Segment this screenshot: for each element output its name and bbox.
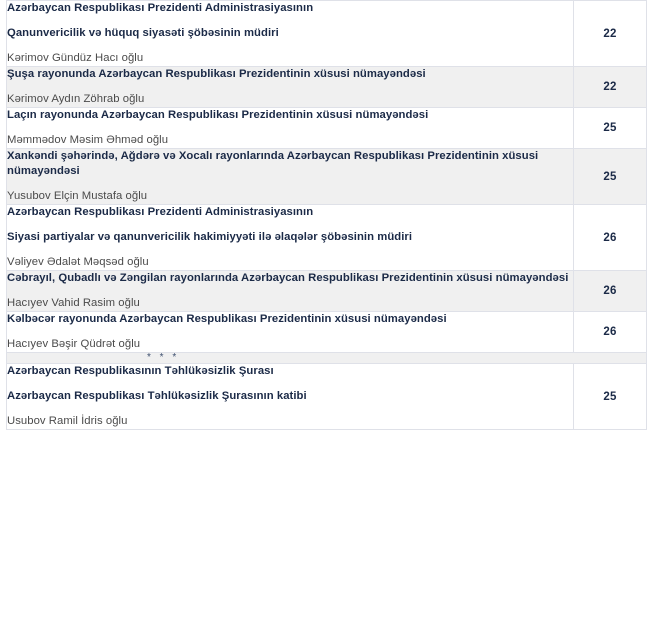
asterisk-separator: * * * xyxy=(147,352,180,363)
position-cell: Xankəndi şəhərində, Ağdərə və Xocalı ray… xyxy=(6,148,574,205)
organization-line: Azərbaycan Respublikası Prezidenti Admin… xyxy=(7,2,314,14)
position-title: Xankəndi şəhərində, Ağdərə və Xocalı ray… xyxy=(7,150,539,177)
person-name: Hacıyev Vahid Rasim oğlu xyxy=(7,297,140,309)
position-title: Siyasi partiyalar və qanunvericilik haki… xyxy=(7,231,413,243)
separator-cell: * * * xyxy=(6,352,647,364)
table-row-separator: * * * xyxy=(6,352,647,364)
table-row: Şuşa rayonunda Azərbaycan Respublikası P… xyxy=(6,66,647,108)
table-row: Laçın rayonunda Azərbaycan Respublikası … xyxy=(6,107,647,149)
position-title: Şuşa rayonunda Azərbaycan Respublikası P… xyxy=(7,68,426,80)
rank-number-cell: 26 xyxy=(573,311,647,353)
person-name: Məmmədov Məsim Əhməd oğlu xyxy=(7,134,169,146)
position-cell: Şuşa rayonunda Azərbaycan Respublikası P… xyxy=(6,66,574,108)
rank-number-cell: 22 xyxy=(573,0,647,67)
position-table-body: Azərbaycan Respublikası Prezidenti Admin… xyxy=(6,0,647,430)
table-row: Kəlbəcər rayonunda Azərbaycan Respublika… xyxy=(6,311,647,353)
position-title: Laçın rayonunda Azərbaycan Respublikası … xyxy=(7,109,429,121)
table-row: Xankəndi şəhərində, Ağdərə və Xocalı ray… xyxy=(6,148,647,205)
position-cell: Cəbrayıl, Qubadlı və Zəngilan rayonların… xyxy=(6,270,574,312)
position-title: Qanunvericilik və hüquq siyasəti şöbəsin… xyxy=(7,27,279,39)
table-row: Azərbaycan Respublikası Prezidenti Admin… xyxy=(6,0,647,67)
position-cell: Laçın rayonunda Azərbaycan Respublikası … xyxy=(6,107,574,149)
table-row: Cəbrayıl, Qubadlı və Zəngilan rayonların… xyxy=(6,270,647,312)
rank-number-cell: 26 xyxy=(573,270,647,312)
position-title: Azərbaycan Respublikası Təhlükəsizlik Şu… xyxy=(7,390,307,402)
table-row: Azərbaycan Respublikasının Təhlükəsizlik… xyxy=(6,363,647,430)
organization-line: Azərbaycan Respublikası Prezidenti Admin… xyxy=(7,206,314,218)
rank-number-cell: 25 xyxy=(573,148,647,205)
position-cell: Azərbaycan Respublikası Prezidenti Admin… xyxy=(6,204,574,271)
rank-number-cell: 22 xyxy=(573,66,647,108)
organization-line: Azərbaycan Respublikasının Təhlükəsizlik… xyxy=(7,365,274,377)
person-name: Hacıyev Bəşir Qüdrət oğlu xyxy=(7,338,141,350)
position-table-container: Azərbaycan Respublikası Prezidenti Admin… xyxy=(6,0,647,430)
person-name: Kərimov Aydın Zöhrab oğlu xyxy=(7,93,145,105)
position-cell: Kəlbəcər rayonunda Azərbaycan Respublika… xyxy=(6,311,574,353)
position-title: Kəlbəcər rayonunda Azərbaycan Respublika… xyxy=(7,313,447,325)
person-name: Kərimov Gündüz Hacı oğlu xyxy=(7,52,144,64)
table-row: Azərbaycan Respublikası Prezidenti Admin… xyxy=(6,204,647,271)
person-name: Yusubov Elçin Mustafa oğlu xyxy=(7,190,148,202)
position-cell: Azərbaycan Respublikasının Təhlükəsizlik… xyxy=(6,363,574,430)
person-name: Vəliyev Ədalət Məqsəd oğlu xyxy=(7,256,149,268)
position-title: Cəbrayıl, Qubadlı və Zəngilan rayonların… xyxy=(7,272,569,284)
rank-number-cell: 25 xyxy=(573,363,647,430)
position-table: Azərbaycan Respublikası Prezidenti Admin… xyxy=(6,0,647,430)
rank-number-cell: 25 xyxy=(573,107,647,149)
rank-number-cell: 26 xyxy=(573,204,647,271)
person-name: Usubov Ramil İdris oğlu xyxy=(7,415,128,427)
position-cell: Azərbaycan Respublikası Prezidenti Admin… xyxy=(6,0,574,67)
